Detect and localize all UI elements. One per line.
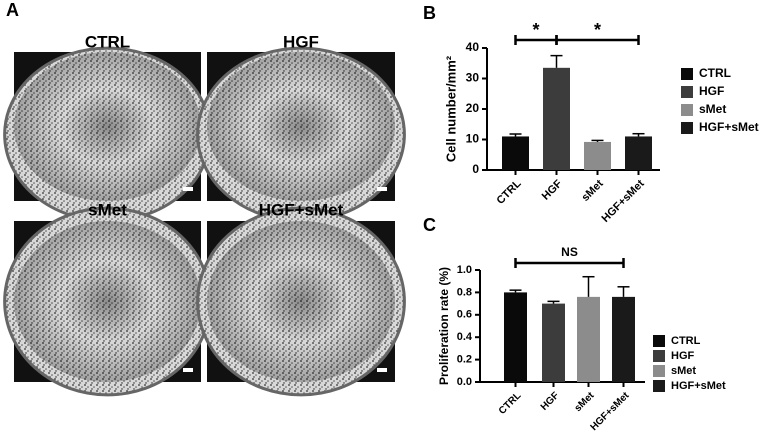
image-shade xyxy=(207,221,395,382)
legend-label: HGF xyxy=(699,84,724,98)
legend-label: HGF+sMet xyxy=(699,120,759,134)
significance-label: NS xyxy=(561,245,578,259)
bar xyxy=(584,141,611,170)
y-tick-label: 0.8 xyxy=(457,286,472,298)
legend-label: sMet xyxy=(671,365,696,377)
scale-bar xyxy=(183,368,193,372)
image-title: HGF+sMet xyxy=(259,200,344,219)
image-shade xyxy=(207,52,395,201)
y-tick-label: 20 xyxy=(466,101,480,115)
y-tick-label: 0.4 xyxy=(457,331,473,343)
bar xyxy=(577,296,600,382)
legend-swatch xyxy=(653,335,665,347)
y-axis-label: Cell number/mm² xyxy=(443,55,458,162)
image-title: CTRL xyxy=(85,32,130,51)
x-tick-label: HGF xyxy=(539,390,562,413)
legend-swatch xyxy=(681,104,693,116)
scale-bar xyxy=(183,187,193,191)
y-tick-label: 0 xyxy=(472,162,479,176)
y-axis-label: Proliferation rate (%) xyxy=(437,267,451,385)
legend-swatch xyxy=(653,350,665,362)
bar xyxy=(543,67,570,170)
image-title: HGF xyxy=(283,32,319,51)
legend-swatch xyxy=(653,365,665,377)
bar xyxy=(504,292,527,382)
y-tick-label: 0.2 xyxy=(457,354,472,366)
image-shade xyxy=(14,52,201,201)
significance-label: * xyxy=(594,20,601,40)
y-tick-label: 40 xyxy=(466,40,480,54)
x-tick-label: HGF xyxy=(540,178,565,203)
y-tick-label: 30 xyxy=(466,71,480,85)
x-tick-label: sMet xyxy=(573,390,597,414)
x-tick-label: HGF+sMet xyxy=(599,177,646,224)
x-tick-label: sMet xyxy=(579,177,605,203)
legend-swatch xyxy=(653,380,665,392)
panel-label: C xyxy=(423,215,436,235)
image-title: sMet xyxy=(88,200,127,219)
legend-label: CTRL xyxy=(671,335,701,347)
bar xyxy=(612,296,635,382)
x-tick-label: HGF+sMet xyxy=(589,390,632,433)
y-tick-label: 10 xyxy=(466,132,480,146)
x-tick-label: CTRL xyxy=(497,390,524,417)
legend-label: HGF xyxy=(671,350,695,362)
panel-label: A xyxy=(6,0,19,20)
y-tick-label: 0.0 xyxy=(457,376,472,388)
legend-swatch xyxy=(681,86,693,98)
legend-label: sMet xyxy=(699,102,726,116)
significance-label: * xyxy=(532,20,539,40)
bar xyxy=(502,136,529,170)
legend-swatch xyxy=(681,68,693,80)
y-tick-label: 1.0 xyxy=(457,264,472,276)
legend-label: HGF+sMet xyxy=(671,380,726,392)
legend-label: CTRL xyxy=(699,66,731,80)
bar xyxy=(542,303,565,382)
panel-label: B xyxy=(423,3,436,23)
scale-bar xyxy=(377,368,387,372)
image-shade xyxy=(14,221,201,382)
scale-bar xyxy=(377,187,387,191)
bar xyxy=(625,136,652,170)
legend-swatch xyxy=(681,122,693,134)
x-tick-label: CTRL xyxy=(494,177,523,206)
y-tick-label: 0.6 xyxy=(457,309,472,321)
